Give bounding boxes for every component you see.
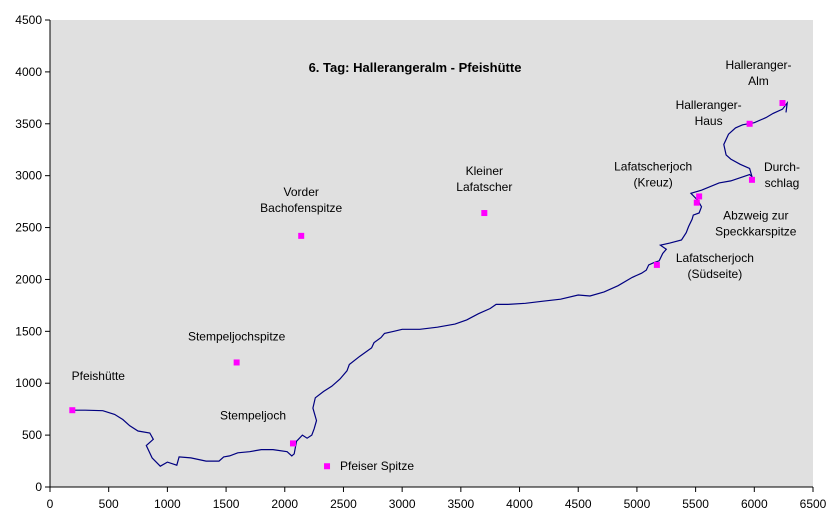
waypoint-label: Alm	[748, 74, 769, 88]
waypoint-marker	[696, 193, 703, 200]
waypoint-label: Durch-	[764, 160, 800, 174]
y-tick-label: 3000	[15, 169, 42, 183]
y-tick-label: 1000	[15, 376, 42, 390]
plot-area	[50, 20, 813, 487]
waypoint-label: Stempeljoch	[220, 408, 286, 422]
waypoint-label: (Südseite)	[688, 267, 743, 281]
waypoint-label: Lafatscherjoch	[614, 159, 692, 173]
x-tick-label: 500	[99, 497, 119, 511]
waypoint-label: Lafatscher	[456, 180, 512, 194]
waypoint-label: Stempeljochspitze	[188, 329, 286, 343]
waypoint-label: Haus	[695, 114, 723, 128]
x-tick-label: 5000	[624, 497, 651, 511]
x-tick-label: 3500	[447, 497, 474, 511]
waypoint-marker	[779, 100, 786, 107]
label-layer: Pfeishütte Stempeljochspitze Stempeljoch Pf…	[72, 58, 800, 473]
waypoint-marker	[233, 359, 240, 366]
x-tick-label: 3000	[389, 497, 416, 511]
x-tick-label: 6500	[800, 497, 827, 511]
waypoint-label: schlag	[765, 176, 800, 190]
x-tick-label: 4500	[565, 497, 592, 511]
waypoint-label: Bachofenspitze	[260, 201, 342, 215]
waypoint-label: Pfeishütte	[72, 369, 126, 383]
waypoint-marker	[746, 120, 753, 127]
waypoint-marker	[748, 176, 755, 183]
y-tick-label: 0	[35, 480, 42, 494]
waypoint-marker	[289, 440, 296, 447]
waypoint-marker	[298, 232, 305, 239]
y-tick-label: 2500	[15, 221, 42, 235]
waypoint-label: Vorder	[284, 185, 319, 199]
y-tick-label: 2000	[15, 272, 42, 286]
route-line	[73, 100, 789, 467]
x-tick-label: 1500	[213, 497, 240, 511]
x-tick-label: 1000	[154, 497, 181, 511]
waypoint-marker	[693, 199, 700, 206]
waypoint-marker	[653, 261, 660, 268]
y-tick-label: 3500	[15, 117, 42, 131]
waypoint-label: Kleiner	[466, 164, 503, 178]
x-tick-label: 6000	[741, 497, 768, 511]
waypoint-marker	[481, 210, 488, 217]
waypoint-marker	[324, 463, 331, 470]
axis-layer: 0 500 1000 1500 2000 2500 3000 3500 4000 4500 5000…	[15, 13, 826, 511]
route-layer	[73, 100, 789, 467]
y-tick-label: 1500	[15, 324, 42, 338]
waypoint-label: Halleranger-	[676, 98, 742, 112]
waypoint-label: Pfeiser Spitze	[340, 459, 414, 473]
waypoint-label: Lafatscherjoch	[676, 251, 754, 265]
x-tick-label: 0	[47, 497, 54, 511]
y-tick-label: 500	[22, 428, 42, 442]
waypoint-label: Speckkarspitze	[715, 225, 797, 239]
x-tick-label: 2500	[330, 497, 357, 511]
y-tick-label: 4000	[15, 65, 42, 79]
waypoint-label: (Kreuz)	[633, 175, 672, 189]
x-tick-label: 5500	[682, 497, 709, 511]
waypoint-label: Abzweig zur	[723, 209, 788, 223]
chart-title: 6. Tag: Hallerangeralm - Pfeishütte	[309, 60, 522, 75]
x-tick-label: 2000	[271, 497, 298, 511]
marker-layer	[69, 100, 786, 470]
waypoint-label: Halleranger-	[725, 58, 791, 72]
x-tick-label: 4000	[506, 497, 533, 511]
y-tick-label: 4500	[15, 13, 42, 27]
waypoint-marker	[69, 407, 76, 414]
